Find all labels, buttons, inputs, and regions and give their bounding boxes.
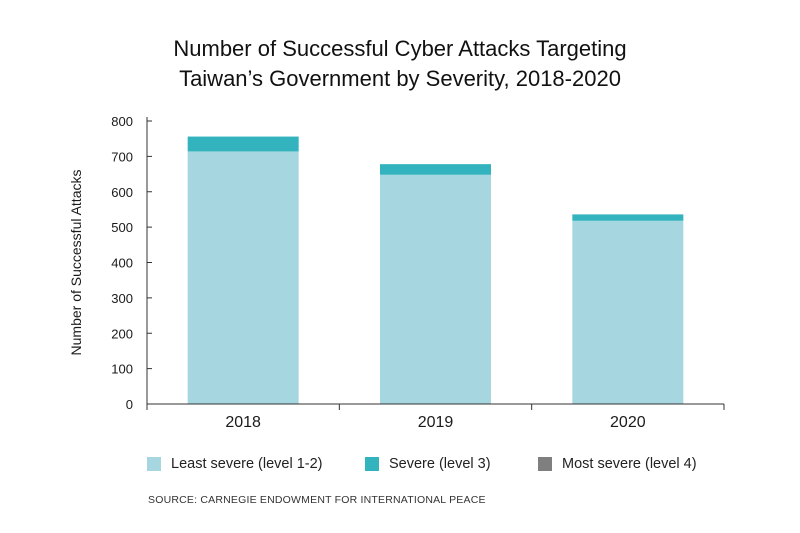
- bar-chart: 2018 2019 2020 0 100 200 300 400 500 600 700 800 Num…: [68, 114, 725, 431]
- x-tick-label-2020: 2020: [610, 414, 646, 431]
- source-note: SOURCE: CARNEGIE ENDOWMENT FOR INTERNATI…: [148, 494, 486, 506]
- legend-item-least-severe: Least severe (level 1-2): [147, 453, 323, 475]
- legend-label-most-severe: Most severe (level 4): [562, 456, 697, 472]
- y-tick-label-200: 200: [111, 326, 133, 341]
- x-tick-label-2018: 2018: [225, 414, 261, 431]
- legend-item-severe: Severe (level 3): [365, 453, 491, 475]
- bar-2019-series-1: [380, 164, 491, 175]
- legend-label-severe: Severe (level 3): [389, 456, 491, 472]
- legend-swatch-severe: [365, 457, 379, 471]
- y-axis-label: Number of Successful Attacks: [68, 170, 84, 356]
- legend: Least severe (level 1-2) Severe (level 3…: [0, 453, 800, 475]
- y-tick-label-100: 100: [111, 362, 133, 377]
- chart-title: Number of Successful Cyber Attacks Targe…: [0, 34, 800, 94]
- bar-2018-series-0: [187, 151, 299, 404]
- y-tick-label-800: 800: [111, 114, 133, 129]
- y-tick-label-400: 400: [111, 256, 133, 271]
- legend-label-least-severe: Least severe (level 1-2): [171, 456, 323, 472]
- bar-2019-series-0: [380, 174, 491, 404]
- x-tick-label-2019: 2019: [418, 414, 454, 431]
- bar-2018-series-1: [187, 136, 299, 152]
- bar-2020-series-1: [572, 214, 684, 221]
- chart-title-line-1: Number of Successful Cyber Attacks Targe…: [173, 36, 627, 61]
- y-tick-label-300: 300: [111, 291, 133, 306]
- legend-swatch-least-severe: [147, 457, 161, 471]
- bar-2020-series-0: [572, 220, 684, 404]
- y-tick-label-600: 600: [111, 185, 133, 200]
- legend-item-most-severe: Most severe (level 4): [538, 453, 697, 475]
- y-tick-label-700: 700: [111, 149, 133, 164]
- legend-swatch-most-severe: [538, 457, 552, 471]
- chart-title-line-2: Taiwan’s Government by Severity, 2018-20…: [179, 66, 621, 91]
- y-tick-label-500: 500: [111, 220, 133, 235]
- y-tick-label-0: 0: [126, 397, 133, 412]
